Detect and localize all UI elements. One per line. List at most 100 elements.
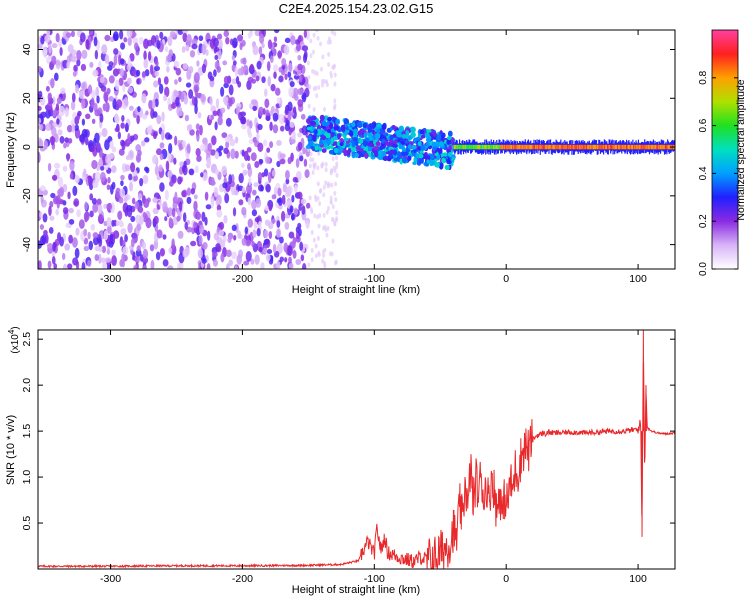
heatmap-cell [108, 61, 114, 67]
heatmap-cell [629, 144, 632, 150]
heatmap-cell [458, 144, 460, 150]
heatmap-cell [637, 144, 640, 150]
heatmap-cell [656, 144, 658, 150]
heatmap-cell [65, 222, 71, 228]
heatmap-cell [41, 234, 47, 245]
heatmap-cell [252, 105, 258, 112]
heatmap-cell [297, 88, 304, 96]
heatmap-cell [231, 251, 237, 260]
heatmap-cell [497, 144, 499, 150]
heatmap-cell [333, 72, 337, 78]
heatmap-cell [176, 215, 181, 222]
heatmap-cell [119, 30, 124, 40]
heatmap-cell [248, 102, 254, 110]
heatmap-cell [513, 144, 515, 150]
heatmap-cell [595, 144, 597, 150]
heatmap-cell [501, 144, 503, 150]
heatmap-cell [292, 250, 297, 259]
heatmap-cell [124, 122, 129, 133]
heatmap-cell [247, 218, 254, 228]
heatmap-cell [466, 144, 468, 150]
heatmap-cell [67, 137, 73, 144]
heatmap-cell [249, 30, 253, 37]
heatmap-cell [516, 144, 518, 150]
heatmap-cell [319, 41, 323, 47]
heatmap-cell [42, 213, 48, 223]
colorbar-gradient [712, 30, 738, 269]
heatmap-cell [265, 115, 271, 121]
heatmap-cell [250, 99, 257, 105]
heatmap-cell [92, 236, 99, 246]
heatmap-cell [485, 143, 487, 155]
heatmap-cell [498, 139, 500, 151]
heatmap-cell [215, 199, 220, 206]
heatmap-cell [319, 114, 325, 121]
heatmap-cell [46, 243, 53, 249]
heatmap-cell [631, 144, 633, 150]
heatmap-cell [159, 142, 165, 149]
heatmap-cell [104, 34, 111, 42]
heatmap-cell [127, 57, 131, 67]
heatmap-cell [667, 144, 669, 150]
heatmap-cell [660, 144, 662, 150]
heatmap-cell [410, 131, 416, 138]
heatmap-cell [61, 252, 66, 261]
heatmap-cell [646, 144, 648, 150]
heatmap-cell [658, 144, 660, 150]
heatmap-cell [301, 205, 306, 215]
heatmap-cell [119, 68, 125, 77]
heatmap-cell [111, 249, 116, 257]
heatmap-cell [196, 212, 201, 220]
heatmap-cell [499, 144, 501, 150]
heatmap-cell [617, 144, 619, 150]
heatmap-cell [142, 265, 147, 269]
heatmap-cell [127, 86, 134, 94]
snr-y-axis: 0.5 1.0 1.5 2.0 2.5 [21, 332, 675, 530]
heatmap-cell [238, 173, 244, 184]
heatmap-cell [136, 223, 142, 231]
heatmap-cell [284, 73, 288, 80]
heatmap-cell [287, 62, 293, 73]
heatmap-cell [70, 55, 77, 63]
heatmap-cell [102, 261, 107, 269]
heatmap-cell [470, 144, 473, 150]
heatmap-cell [155, 251, 161, 261]
heatmap-cell [603, 144, 605, 150]
heatmap-cell [158, 164, 163, 173]
heatmap-cell [193, 200, 198, 212]
heatmap-cell [427, 135, 432, 141]
heatmap-cell [230, 148, 236, 160]
heatmap-cell [83, 211, 90, 222]
heatmap-cell [655, 144, 657, 150]
heatmap-cell [515, 143, 518, 155]
heatmap-cell [276, 243, 283, 255]
heatmap-cell [66, 61, 70, 69]
heatmap-cell [454, 144, 456, 150]
heatmap-cell [351, 122, 356, 127]
heatmap-cell [225, 36, 230, 45]
heatmap-cell [310, 248, 314, 254]
heatmap-cell [215, 98, 220, 109]
heatmap-cell [363, 152, 369, 159]
heatmap-cell [630, 144, 632, 150]
heatmap-cell [306, 202, 311, 209]
heatmap-cell [514, 144, 516, 150]
heatmap-cell [340, 124, 346, 132]
heatmap-cell [232, 60, 237, 66]
heatmap-cell [258, 46, 263, 55]
heatmap-cell [53, 263, 58, 269]
heatmap-cell [56, 118, 60, 125]
heatmap-cell [287, 101, 293, 112]
heatmap-cell [401, 133, 406, 139]
heatmap-cell [168, 247, 173, 254]
heatmap-cell [272, 64, 279, 72]
heatmap-cell [200, 94, 206, 103]
x-tick-label: -300 [100, 273, 121, 285]
y-tick-label: 0 [21, 144, 33, 150]
heatmap-cell [78, 219, 85, 229]
heatmap-cell [330, 30, 334, 35]
colorbar-tick-label: 0.8 [698, 70, 709, 84]
heatmap-cell [117, 131, 121, 140]
heatmap-cell [85, 39, 90, 50]
heatmap-cell [288, 231, 295, 239]
